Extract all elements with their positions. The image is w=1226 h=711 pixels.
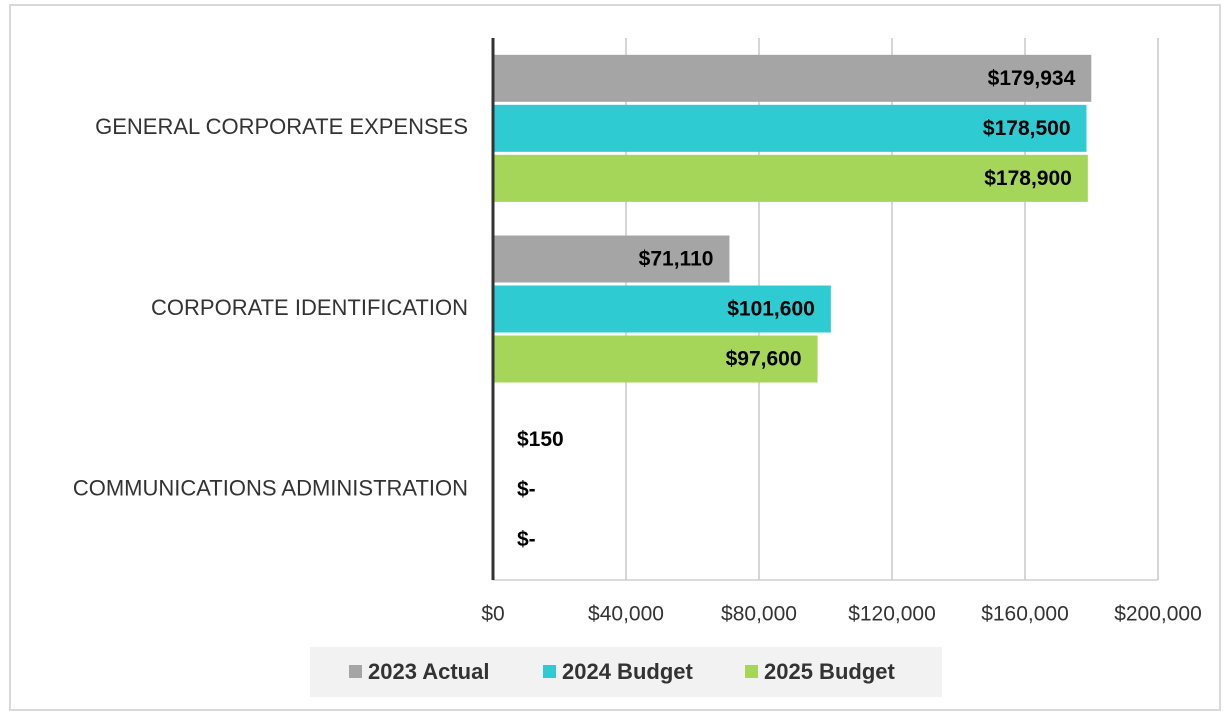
bar xyxy=(493,285,831,333)
bar xyxy=(493,235,730,283)
value-label: $101,600 xyxy=(727,298,815,321)
bar xyxy=(493,54,1092,102)
value-label: $97,600 xyxy=(726,348,802,371)
x-tick-label: $0 xyxy=(481,603,504,626)
bar xyxy=(493,335,818,383)
y-tick-label: GENERAL CORPORATE EXPENSES xyxy=(95,114,468,139)
value-label: $150 xyxy=(517,428,564,451)
x-tick-label: $120,000 xyxy=(848,603,936,626)
legend-label: 2023 Actual xyxy=(368,659,489,684)
legend-swatch xyxy=(543,665,556,678)
y-tick-label: COMMUNICATIONS ADMINISTRATION xyxy=(73,475,468,500)
legend-swatch xyxy=(349,665,362,678)
legend-swatch xyxy=(745,665,758,678)
value-label: $179,934 xyxy=(988,67,1076,90)
bar xyxy=(493,154,1088,202)
legend-background xyxy=(310,647,942,697)
bar xyxy=(493,104,1087,152)
value-label: $178,900 xyxy=(984,167,1072,190)
legend-label: 2024 Budget xyxy=(562,659,693,684)
x-tick-label: $160,000 xyxy=(981,603,1069,626)
value-label: $178,500 xyxy=(983,117,1071,140)
x-tick-label: $200,000 xyxy=(1114,603,1202,626)
x-tick-label: $40,000 xyxy=(588,603,664,626)
value-label: $- xyxy=(517,528,536,551)
x-tick-label: $80,000 xyxy=(721,603,797,626)
y-tick-label: CORPORATE IDENTIFICATION xyxy=(151,295,468,320)
chart-frame xyxy=(9,4,1221,711)
value-label: $71,110 xyxy=(639,248,714,271)
value-label: $- xyxy=(517,478,536,501)
legend-label: 2025 Budget xyxy=(764,659,895,684)
